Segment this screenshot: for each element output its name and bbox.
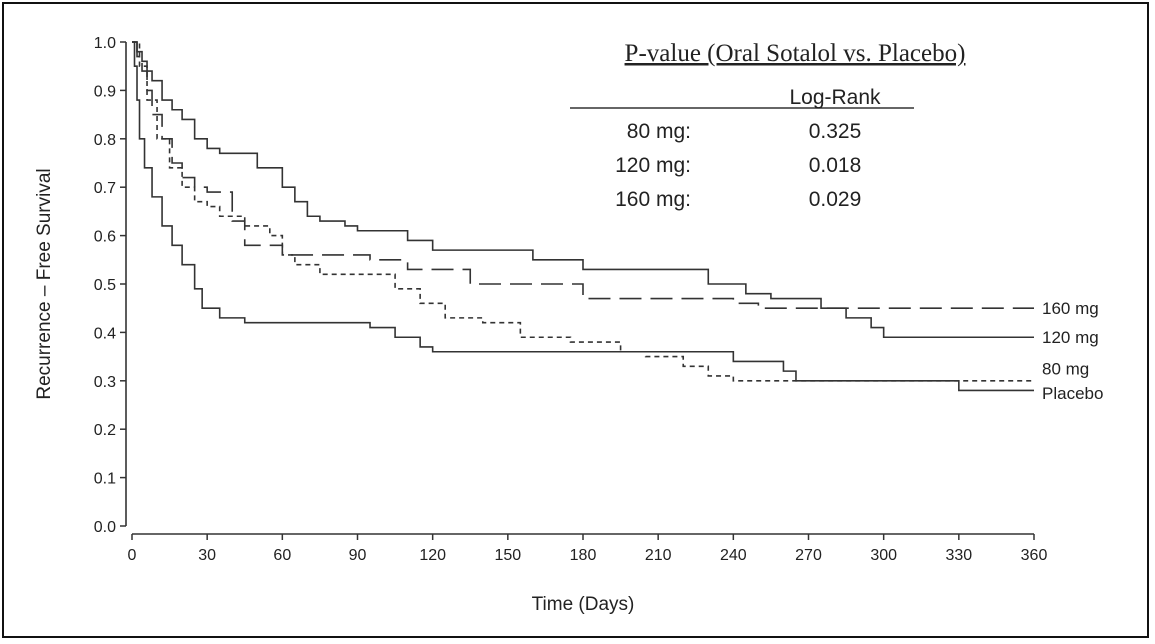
x-tick-label: 180 <box>570 547 597 564</box>
p-value-number: 0.029 <box>809 188 862 211</box>
x-tick-label: 270 <box>795 547 822 564</box>
y-tick-label: 0.3 <box>94 374 116 391</box>
p-value-annotation: P-value (Oral Sotalol vs. Placebo) Log-R… <box>570 40 965 211</box>
series-label-160-mg: 160 mg <box>1042 299 1099 318</box>
x-tick-label: 150 <box>494 547 521 564</box>
axes: 0.0 0.1 0.2 0.3 0.4 0.5 0.6 0.7 0.8 0.9 1.0 0 30 60 9… <box>94 35 1048 564</box>
series-line-80-mg <box>132 41 1034 382</box>
p-value-number: 0.325 <box>809 120 862 143</box>
y-tick-label: 0.1 <box>94 471 116 488</box>
series-layer <box>132 41 1034 392</box>
y-tick-label: 0.4 <box>94 325 116 342</box>
series-label-80-mg: 80 mg <box>1042 360 1089 379</box>
x-tick-label: 300 <box>870 547 897 564</box>
y-axis-label: Recurrence – Free Survival <box>34 168 55 399</box>
p-value-dose: 120 mg: <box>615 154 691 177</box>
p-value-number: 0.018 <box>809 154 862 177</box>
x-tick-label: 60 <box>273 547 291 564</box>
y-tick-label: 0.2 <box>94 422 116 439</box>
y-tick-label: 0.5 <box>94 277 116 294</box>
x-tick-label: 0 <box>128 547 137 564</box>
series-line-placebo <box>132 41 1034 392</box>
series-line-120-mg <box>132 41 1034 339</box>
y-tick-label: 0.8 <box>94 132 116 149</box>
log-rank-header: Log-Rank <box>789 86 881 109</box>
series-labels: 160 mg 120 mg 80 mg Placebo <box>1042 299 1103 403</box>
x-tick-label: 240 <box>720 547 747 564</box>
p-value-dose: 80 mg: <box>627 120 691 143</box>
x-tick-label: 210 <box>645 547 672 564</box>
y-tick-label: 0.9 <box>94 83 116 100</box>
x-tick-label: 30 <box>198 547 216 564</box>
series-label-placebo: Placebo <box>1042 384 1103 403</box>
y-tick-label: 0.6 <box>94 229 116 246</box>
y-tick-label: 0.7 <box>94 180 116 197</box>
p-value-dose: 160 mg: <box>615 188 691 211</box>
x-tick-label: 330 <box>945 547 972 564</box>
y-tick-label: 1.0 <box>94 35 116 52</box>
survival-chart: 0.0 0.1 0.2 0.3 0.4 0.5 0.6 0.7 0.8 0.9 1.0 0 30 60 9… <box>34 35 1103 615</box>
x-tick-label: 360 <box>1021 547 1048 564</box>
x-tick-label: 120 <box>419 547 446 564</box>
x-axis-label: Time (Days) <box>532 594 635 615</box>
y-tick-label: 0.0 <box>94 519 116 536</box>
series-label-120-mg: 120 mg <box>1042 328 1099 347</box>
p-value-heading: P-value (Oral Sotalol vs. Placebo) <box>625 40 966 67</box>
x-tick-label: 90 <box>349 547 367 564</box>
